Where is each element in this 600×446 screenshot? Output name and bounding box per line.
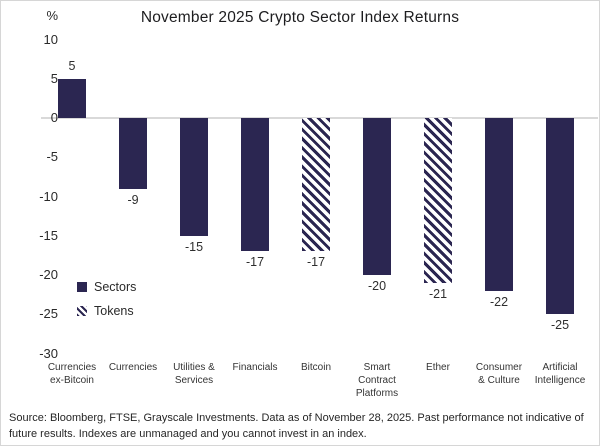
- x-axis-label-consumer-culture: Consumer & Culture: [475, 362, 523, 386]
- chart-title: November 2025 Crypto Sector Index Return…: [140, 9, 460, 26]
- x-axis-label-currencies-ex-bitcoin: Currencies ex-Bitcoin: [47, 362, 97, 386]
- chart-legend: Sectors Tokens: [77, 280, 136, 328]
- y-axis-unit-label: %: [46, 8, 58, 23]
- legend-item-sectors: Sectors: [77, 280, 136, 294]
- y-tick-label-5: 5: [50, 70, 58, 86]
- x-axis-label-utilities-services: Utilities & Services: [173, 362, 215, 386]
- x-axis-label-bitcoin: Bitcoin: [300, 362, 331, 373]
- bar-value-label-artificial-intelligence: -25: [550, 318, 570, 333]
- bar-value-label-currencies: -9: [127, 192, 139, 207]
- bar-currencies-ex-bitcoin: [58, 78, 86, 118]
- y-tick-label--30: -30: [39, 345, 58, 361]
- y-tick-label-0: 0: [50, 110, 58, 125]
- bar-value-label-bitcoin: -17: [306, 255, 326, 270]
- x-axis-label-smart-contract-platforms: Smart Contract Platforms: [355, 362, 399, 399]
- bar-financials: [241, 118, 269, 252]
- bar-artificial-intelligence: [546, 118, 574, 315]
- y-tick-label--25: -25: [39, 306, 58, 322]
- bar-value-label-utilities-services: -15: [184, 239, 204, 254]
- bar-value-label-financials: -17: [245, 255, 265, 270]
- source-note: Source: Bloomberg, FTSE, Grayscale Inves…: [9, 412, 584, 440]
- y-tick-label-10: 10: [43, 31, 58, 47]
- x-axis-label-artificial-intelligence: Artificial Intelligence: [534, 362, 586, 386]
- tokens-hatched-swatch-icon: [77, 306, 87, 316]
- x-axis-label-currencies: Currencies: [108, 362, 158, 373]
- bar-value-label-smart-contract-platforms: -20: [367, 279, 387, 293]
- bar-bitcoin: [302, 118, 330, 252]
- bar-smart-contract-platforms: [363, 118, 391, 275]
- bar-value-label-currencies-ex-bitcoin: 5: [68, 58, 76, 73]
- bar-utilities-services: [180, 118, 208, 236]
- bar-currencies: [119, 118, 147, 189]
- legend-label-tokens: Tokens: [94, 304, 134, 318]
- x-axis-label-financials: Financials: [232, 362, 278, 373]
- x-axis-label-ether: Ether: [426, 362, 450, 373]
- y-tick-label--15: -15: [39, 227, 58, 243]
- bar-value-label-ether: -21: [428, 286, 448, 301]
- bar-ether: [424, 118, 452, 283]
- legend-label-sectors: Sectors: [94, 280, 137, 294]
- y-tick-label--20: -20: [39, 267, 58, 282]
- y-tick-label--10: -10: [39, 188, 58, 204]
- bar-value-label-consumer-culture: -22: [489, 294, 509, 309]
- sectors-solid-swatch-icon: [77, 282, 87, 292]
- bar-consumer-culture: [485, 118, 513, 291]
- y-tick-label--5: -5: [46, 149, 58, 165]
- legend-item-tokens: Tokens: [77, 304, 136, 318]
